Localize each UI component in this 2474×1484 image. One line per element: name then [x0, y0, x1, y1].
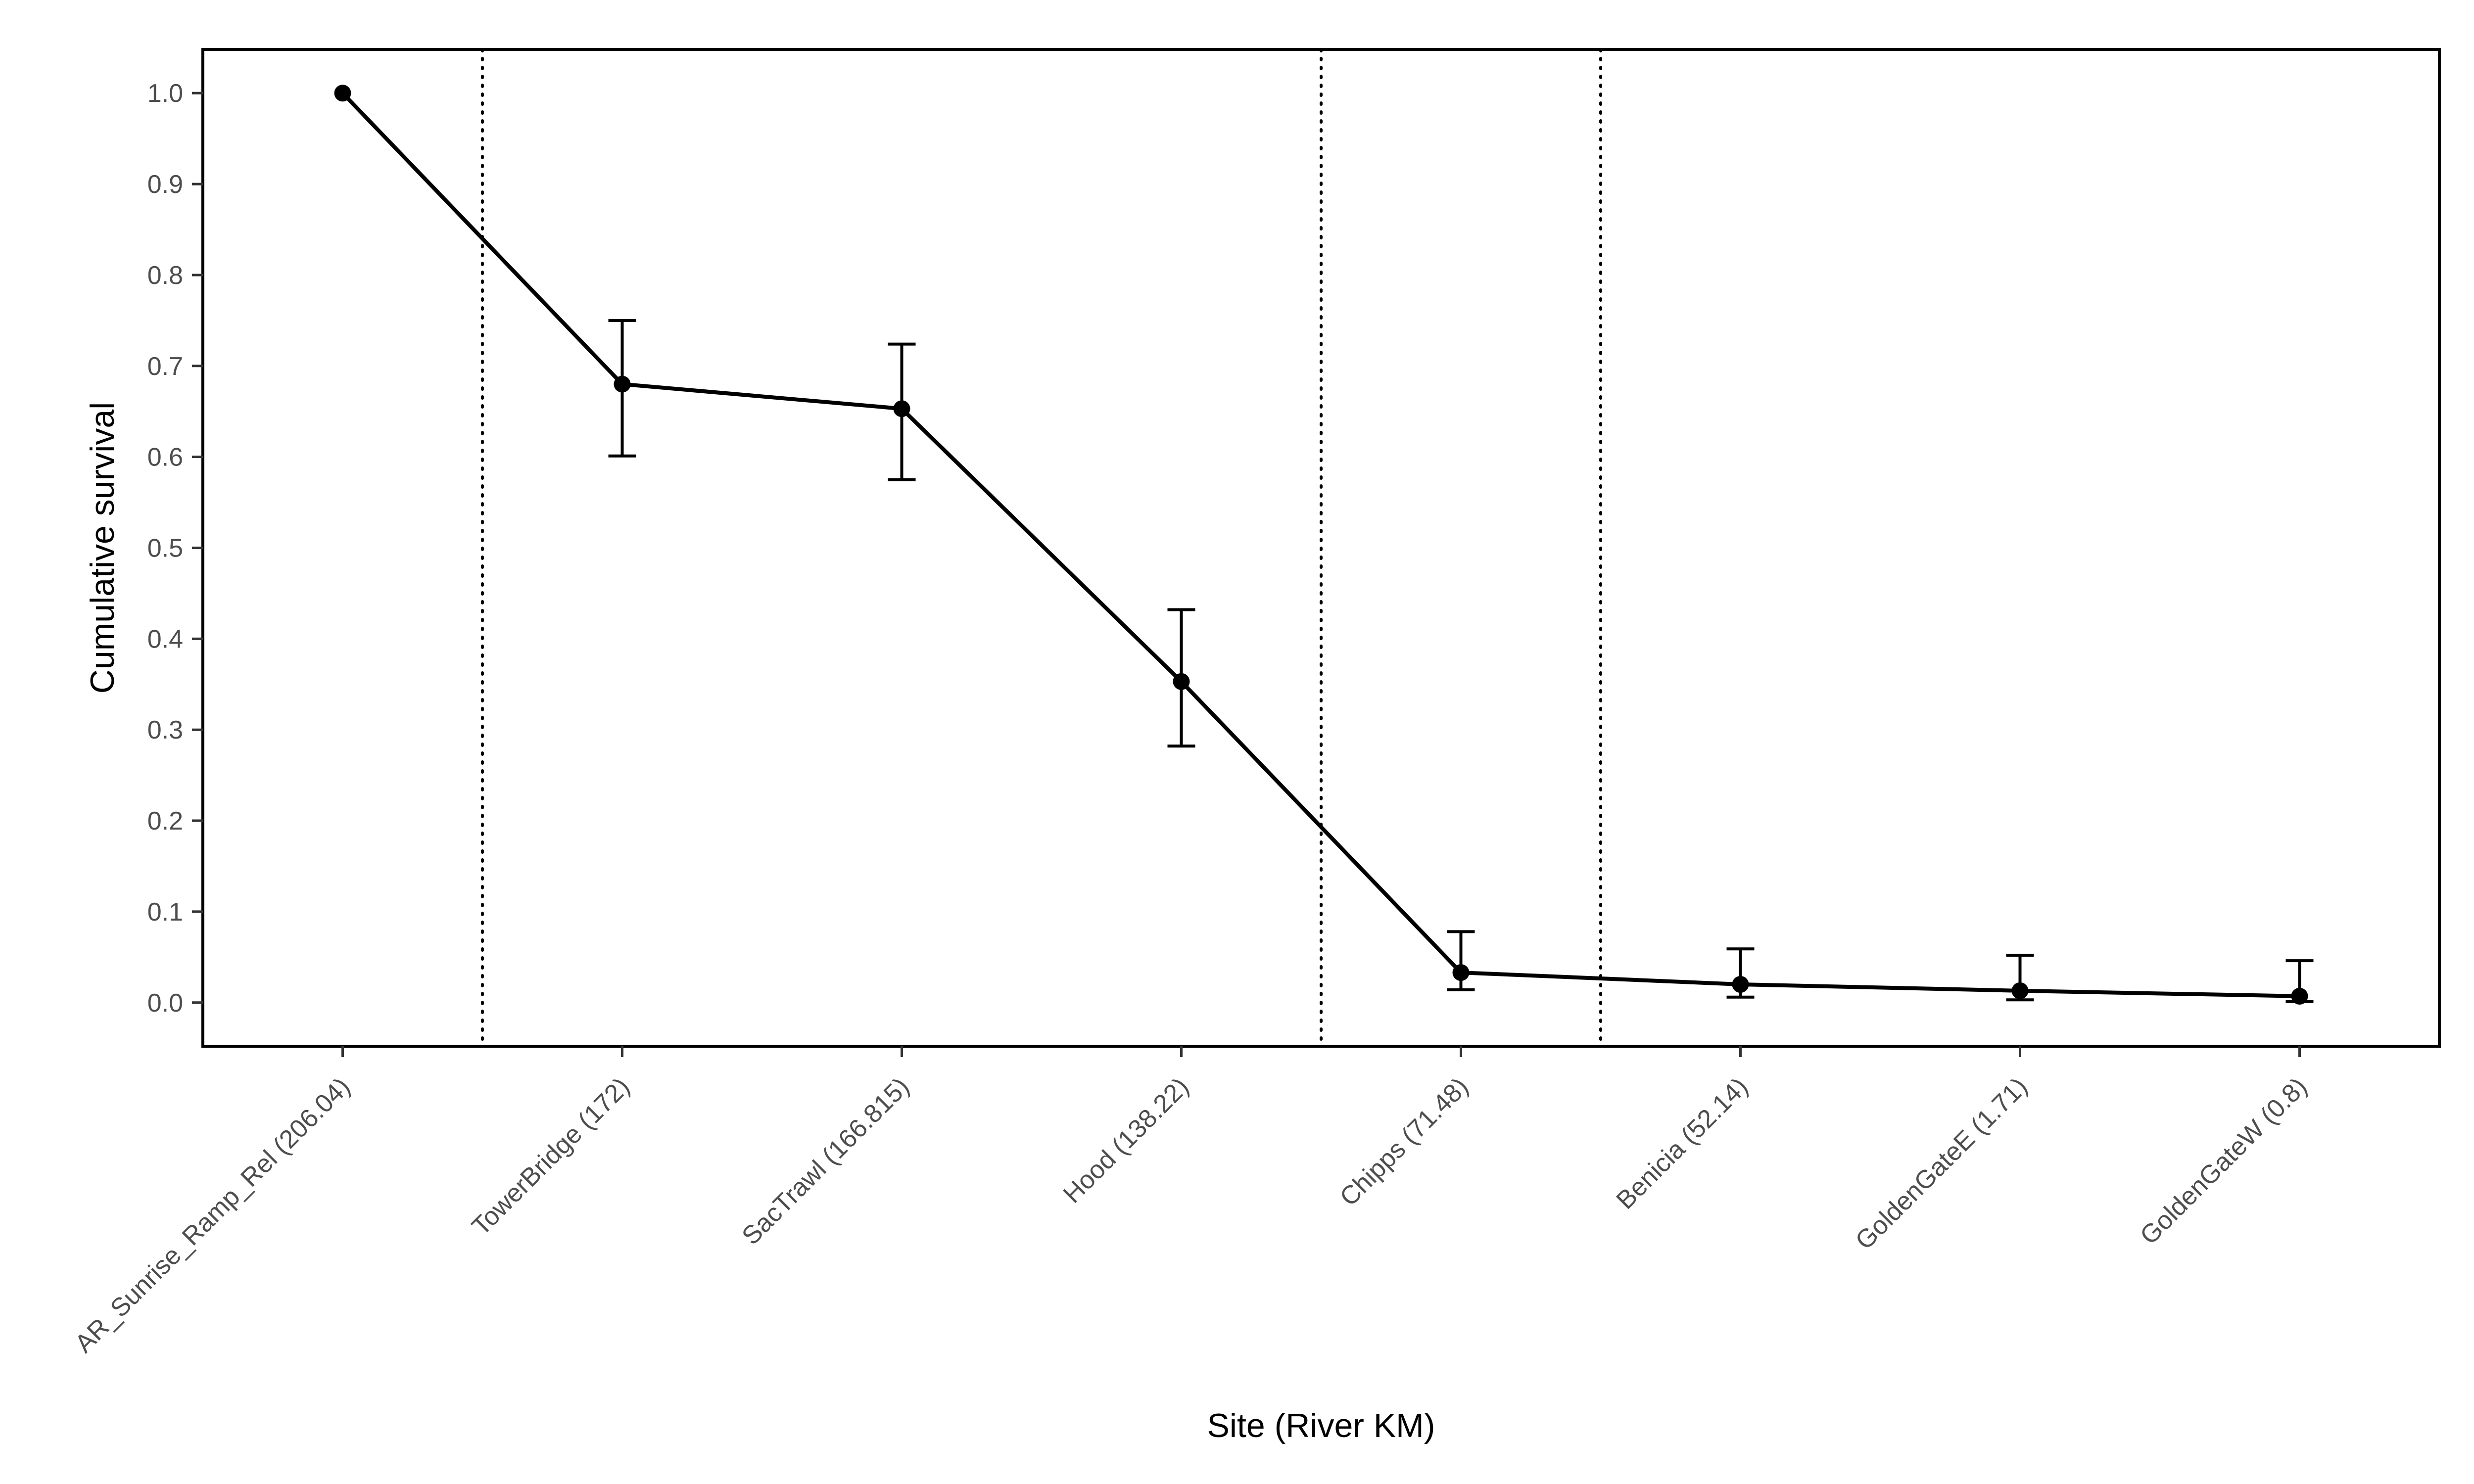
- data-points: [334, 85, 2308, 1005]
- x-axis: AR_Sunrise_Ramp_Rel (206.04) TowerBridge …: [69, 1046, 2313, 1358]
- x-tick-label: Hood (138.22): [1058, 1072, 1194, 1208]
- y-axis: 0.0 0.1 0.2 0.3 0.4 0.5 0.6 0.7 0.8 0.9 1.0: [147, 79, 203, 1018]
- y-tick-label: 0.4: [147, 625, 183, 653]
- y-tick-label: 1.0: [147, 79, 183, 108]
- data-point: [1173, 673, 1190, 690]
- x-tick-label: TowerBridge (172): [467, 1072, 635, 1241]
- x-tick-label: Chipps (71.48): [1334, 1072, 1474, 1211]
- data-point: [893, 400, 910, 417]
- y-tick-label: 0.7: [147, 352, 183, 381]
- x-tick-label: SacTrawl (166.815): [736, 1072, 915, 1251]
- data-point: [334, 85, 351, 102]
- y-tick-label: 0.6: [147, 443, 183, 472]
- y-tick-label: 0.2: [147, 807, 183, 835]
- reference-lines: [481, 48, 1602, 1048]
- survival-line: [341, 92, 2300, 998]
- y-tick-label: 0.3: [147, 716, 183, 744]
- x-tick-label: AR_Sunrise_Ramp_Rel (206.04): [69, 1072, 356, 1358]
- y-tick-label: 0.8: [147, 261, 183, 290]
- y-tick-label: 0.1: [147, 898, 183, 927]
- y-axis-title: Cumulative survival: [84, 402, 121, 694]
- x-tick-label: Benicia (52.14): [1611, 1072, 1754, 1214]
- y-tick-label: 0.9: [147, 170, 183, 199]
- data-point: [1452, 964, 1470, 981]
- data-point: [2011, 982, 2029, 999]
- x-tick-label: GoldenGateE (1.71): [1850, 1072, 2033, 1255]
- y-tick-label: 0.0: [147, 989, 183, 1018]
- data-point: [1732, 975, 1749, 993]
- y-tick-label: 0.5: [147, 534, 183, 563]
- data-point: [2291, 987, 2308, 1005]
- x-axis-title: Site (River KM): [1207, 1407, 1435, 1444]
- data-point: [614, 375, 631, 393]
- x-tick-label: GoldenGateW (0.8): [2135, 1072, 2313, 1250]
